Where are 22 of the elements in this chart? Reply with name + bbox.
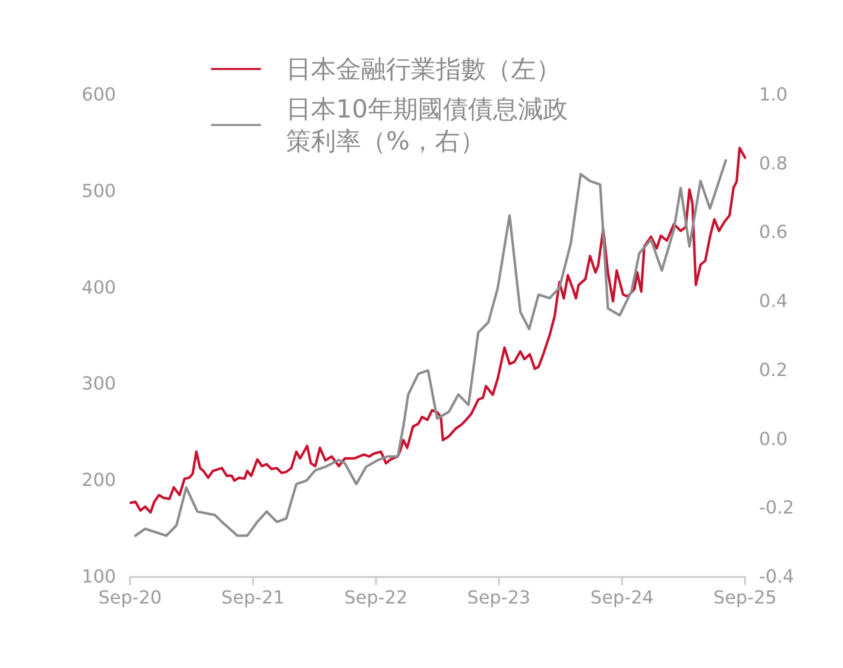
y-tick-label: 500 (82, 180, 116, 202)
y2-tick-label: 0.0 (759, 428, 788, 450)
y-tick-label: 100 (82, 566, 116, 588)
y2-tick-label: 0.2 (759, 360, 788, 381)
y-tick-label: 600 (82, 84, 116, 106)
x-tick-label: Sep-23 (467, 588, 530, 608)
y2-tick-label: 0.8 (759, 153, 788, 174)
y2-tick-label: -0.2 (759, 498, 794, 519)
y2-tick-label: 1.0 (759, 84, 788, 106)
y-tick-label: 200 (82, 470, 116, 492)
y2-tick-label: -0.4 (759, 566, 794, 588)
x-tick-label: Sep-22 (344, 588, 408, 608)
legend-label: 日本金融行業指數（左） (286, 54, 561, 84)
x-tick-label: Sep-24 (590, 588, 654, 608)
x-tick-label: Sep-25 (713, 588, 777, 608)
y2-tick-label: 0.4 (759, 291, 788, 312)
y-tick-label: 300 (82, 374, 116, 395)
x-tick-label: Sep-21 (221, 588, 285, 608)
y-tick-label: 400 (82, 277, 116, 298)
legend-label: 日本10年期國債債息減政策利率（%，右） (286, 94, 568, 156)
x-tick-label: Sep-20 (98, 588, 162, 608)
y2-tick-label: 0.6 (759, 222, 788, 244)
